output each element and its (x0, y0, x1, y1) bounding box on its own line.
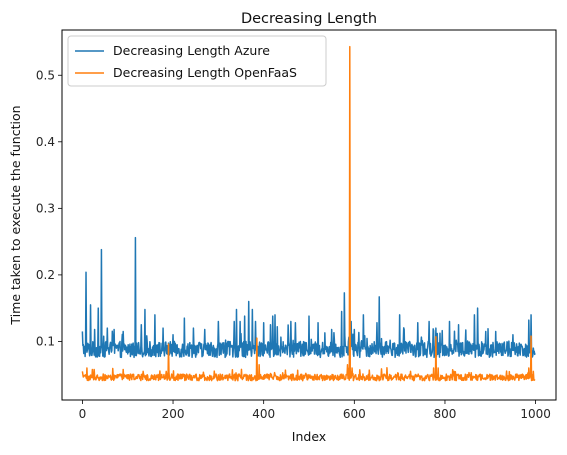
x-tick-label: 200 (162, 407, 185, 421)
y-tick-label: 0.1 (36, 334, 55, 348)
plot-area (81, 45, 536, 382)
y-tick-label: 0.4 (36, 135, 55, 149)
x-tick-label: 800 (434, 407, 457, 421)
x-axis-label: Index (292, 429, 326, 444)
legend-label-azure: Decreasing Length Azure (113, 43, 270, 58)
legend: Decreasing Length Azure Decreasing Lengt… (67, 35, 327, 87)
series-line-openfaas (81, 45, 536, 382)
series-line-azure (81, 236, 536, 359)
x-tick-label: 1000 (520, 407, 551, 421)
x-tick-label: 600 (343, 407, 366, 421)
y-tick-label: 0.5 (36, 68, 55, 82)
axis-ticks: 0 200 400 600 800 1000 0.1 0.2 0.3 0.4 0.5 (36, 68, 551, 421)
legend-box (67, 35, 327, 87)
y-axis-label: Time taken to execute the function (8, 105, 23, 325)
legend-label-openfaas: Decreasing Length OpenFaaS (113, 65, 297, 80)
chart-title: Decreasing Length (241, 11, 377, 27)
x-tick-label: 400 (252, 407, 275, 421)
y-tick-label: 0.3 (36, 201, 55, 215)
x-tick-label: 0 (79, 407, 87, 421)
y-tick-label: 0.2 (36, 268, 55, 282)
axes-frame (61, 29, 557, 401)
